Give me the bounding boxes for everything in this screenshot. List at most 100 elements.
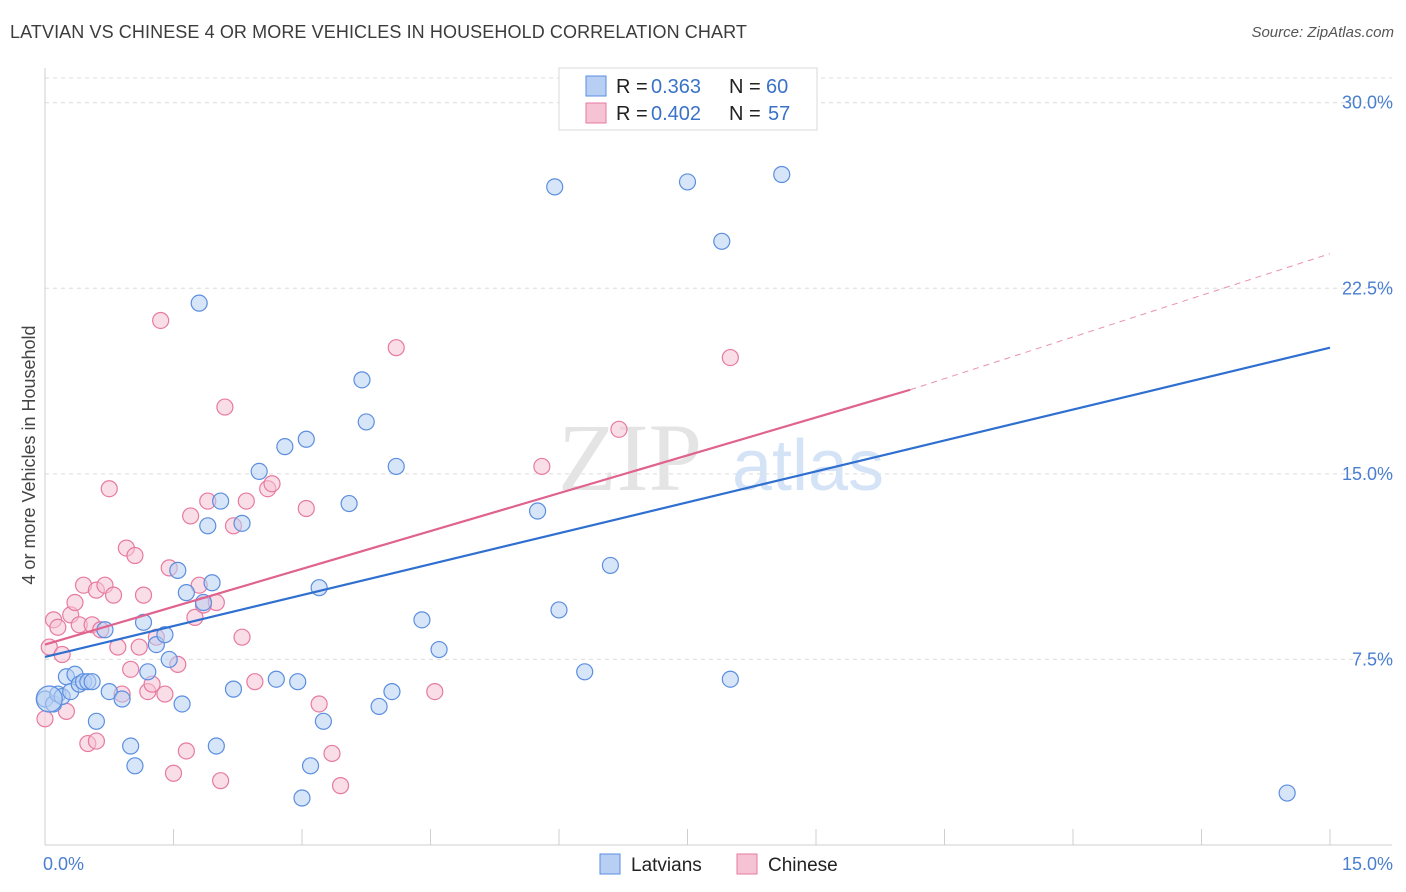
legend-swatch-chinese [585, 102, 607, 124]
chinese-point [134, 586, 153, 604]
latvians-point [357, 413, 375, 431]
chinese-point [130, 638, 148, 656]
chinese-point [310, 695, 328, 713]
legend-n-value-chinese: 57 [768, 103, 790, 125]
chinese-point [426, 682, 444, 701]
legend-r-value-chinese: 0.402 [651, 103, 701, 125]
latvians-point [207, 737, 225, 755]
legend-swatch-latvians [585, 75, 607, 97]
latvians-point [134, 613, 153, 631]
watermark-atlas: atlas [732, 426, 884, 506]
chinese-point [721, 348, 739, 367]
y-tick-label: 22.5% [1342, 278, 1393, 298]
chinese-point [36, 710, 54, 728]
tick-labels: 7.5% 15.0% 22.5% 30.0% 0.0% 15.0% [43, 93, 1393, 874]
latvians-point [353, 371, 371, 389]
bottom-legend-swatch-chinese [736, 853, 758, 875]
latvians-point [177, 584, 195, 602]
chinese-point [177, 742, 195, 760]
grid-layer [45, 77, 1392, 660]
chinese-point [122, 660, 140, 678]
latvians-point [1278, 784, 1296, 802]
chinese-point [87, 732, 106, 750]
x-tick-label: 0.0% [43, 854, 84, 874]
legend-n-value-latvians: 60 [766, 76, 788, 98]
latvians-point [546, 178, 564, 196]
latvians-point [87, 712, 106, 730]
chinese-point [100, 480, 118, 498]
legend-n-label-2: N = [729, 103, 761, 125]
bottom-legend: Latvians Chinese [599, 853, 838, 876]
chinese-point [49, 618, 67, 636]
latvians-point [212, 492, 230, 510]
latvians-point [301, 757, 320, 775]
latvians-point [203, 574, 221, 592]
latvians-point [576, 663, 594, 681]
latvians-point [169, 561, 187, 579]
legend-n-label-1: N = [729, 76, 761, 98]
latvians-point [297, 430, 315, 448]
chart-source: Source: ZipAtlas.com [1251, 24, 1394, 41]
y-axis-label: 4 or more Vehicles in Household [19, 325, 39, 584]
legend-r-label-1: R = [616, 76, 648, 98]
latvians-point [528, 502, 547, 520]
latvians-point [413, 611, 431, 629]
latvians-point [293, 789, 311, 807]
latvians-point [190, 294, 208, 312]
chinese-point [156, 685, 174, 703]
chinese-point [104, 586, 123, 604]
y-tick-label: 15.0% [1342, 464, 1393, 484]
latvians-point [276, 438, 294, 456]
chinese-point [216, 398, 234, 416]
chinese-point [66, 593, 84, 612]
chinese-point [387, 339, 405, 357]
latvians-point [83, 673, 101, 691]
bottom-legend-label-latvians: Latvians [631, 855, 702, 876]
latvians-point [314, 712, 333, 730]
chinese-point [610, 420, 628, 438]
trend-layer [44, 253, 1331, 659]
bottom-legend-label-chinese: Chinese [768, 855, 838, 876]
latvians-point [430, 640, 448, 659]
chinese-point [297, 499, 315, 518]
latvians-point [173, 695, 191, 713]
chinese-point [323, 744, 341, 763]
chinese-point [533, 457, 551, 476]
latvians-trendline [44, 346, 1331, 659]
latvians-point [370, 697, 388, 716]
chinese-trendline-extension [910, 253, 1331, 391]
chinese-point [246, 673, 264, 691]
latvians-point [678, 173, 697, 191]
top-legend: R = 0.363 N = 60 R = 0.402 N = 57 [558, 67, 818, 131]
legend-r-label-2: R = [616, 103, 648, 125]
latvians-point [289, 673, 307, 691]
points-layer [35, 165, 1296, 807]
legend-r-value-latvians: 0.363 [651, 76, 701, 98]
chinese-point [212, 772, 230, 790]
latvians-point [199, 517, 217, 535]
chinese-point [164, 764, 183, 782]
y-tick-label: 30.0% [1342, 93, 1393, 113]
chinese-point [233, 628, 251, 646]
latvians-point [713, 232, 731, 250]
latvians-point [250, 462, 268, 480]
chinese-point [182, 507, 200, 525]
latvians-point [340, 494, 358, 513]
latvians-point [267, 670, 285, 688]
y-tick-label: 7.5% [1352, 649, 1393, 669]
latvians-point [139, 663, 157, 681]
chart-title: LATVIAN VS CHINESE 4 OR MORE VEHICLES IN… [10, 22, 747, 42]
latvians-point [773, 165, 791, 184]
chinese-point [237, 492, 255, 510]
latvians-point-large [35, 685, 63, 713]
bottom-legend-swatch-latvians [599, 853, 621, 875]
latvians-point [224, 680, 243, 698]
chinese-trendline [44, 388, 911, 646]
latvians-point [113, 690, 131, 708]
chinese-point [263, 475, 281, 493]
latvians-point [126, 757, 144, 775]
latvians-point [122, 737, 140, 755]
watermark: ZIP atlas [558, 404, 884, 511]
latvians-point [387, 457, 405, 476]
chinese-point [331, 777, 350, 795]
